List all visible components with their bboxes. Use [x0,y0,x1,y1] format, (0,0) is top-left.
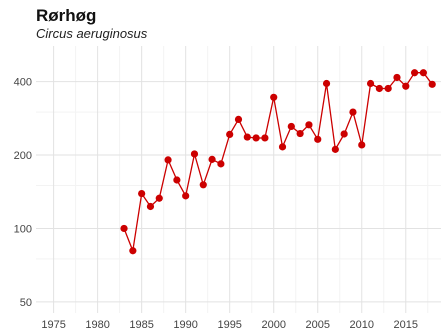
data-point [146,202,155,211]
chart-subtitle: Circus aeruginosus [36,26,148,41]
data-point [393,73,401,82]
data-point [226,130,234,139]
data-point [305,121,313,129]
data-point [366,79,375,88]
y-tick-label: 50 [20,297,32,309]
x-tick-label: 1995 [217,319,241,331]
data-point [296,129,304,138]
x-tick-label: 2000 [261,319,285,331]
data-point [331,145,339,153]
data-point [243,133,251,141]
data-point [164,156,172,164]
data-point [173,176,181,184]
data-point [120,224,128,233]
y-tick-label: 100 [14,223,32,235]
data-point [217,160,225,168]
data-point [410,69,419,77]
x-tick-label: 1985 [129,319,153,331]
chart-title: Rørhøg [36,6,97,25]
data-point [208,155,216,163]
data-points [120,69,436,255]
y-tick-label: 200 [14,150,32,162]
x-tick-label: 1980 [85,319,109,331]
data-point [375,84,383,93]
data-point [384,84,392,93]
data-point [190,150,199,158]
data-point [314,135,322,143]
y-tick-label: 400 [14,77,32,89]
axes: 1975 1980 1985 1990 1995 2000 2005 2010 2015 50 10… [14,77,418,331]
data-point [270,93,278,101]
data-point [322,79,331,88]
x-tick-label: 1990 [173,319,197,331]
data-point [252,134,260,142]
data-point [138,189,146,198]
data-point [287,122,295,131]
x-tick-label: 1975 [41,319,65,331]
data-point [358,141,366,149]
data-point [129,247,137,255]
x-tick-label: 2010 [350,319,374,331]
data-point [234,115,243,124]
data-point [182,192,190,200]
data-point [155,194,163,202]
data-point [278,143,287,151]
data-point [428,80,436,88]
x-tick-label: 2015 [394,319,418,331]
data-point [199,181,207,189]
data-point [419,69,427,77]
data-point [402,82,410,90]
data-point [349,108,357,116]
grid-lines [36,46,441,313]
data-point [261,134,269,142]
x-tick-label: 2005 [305,319,329,331]
data-point [340,130,348,138]
